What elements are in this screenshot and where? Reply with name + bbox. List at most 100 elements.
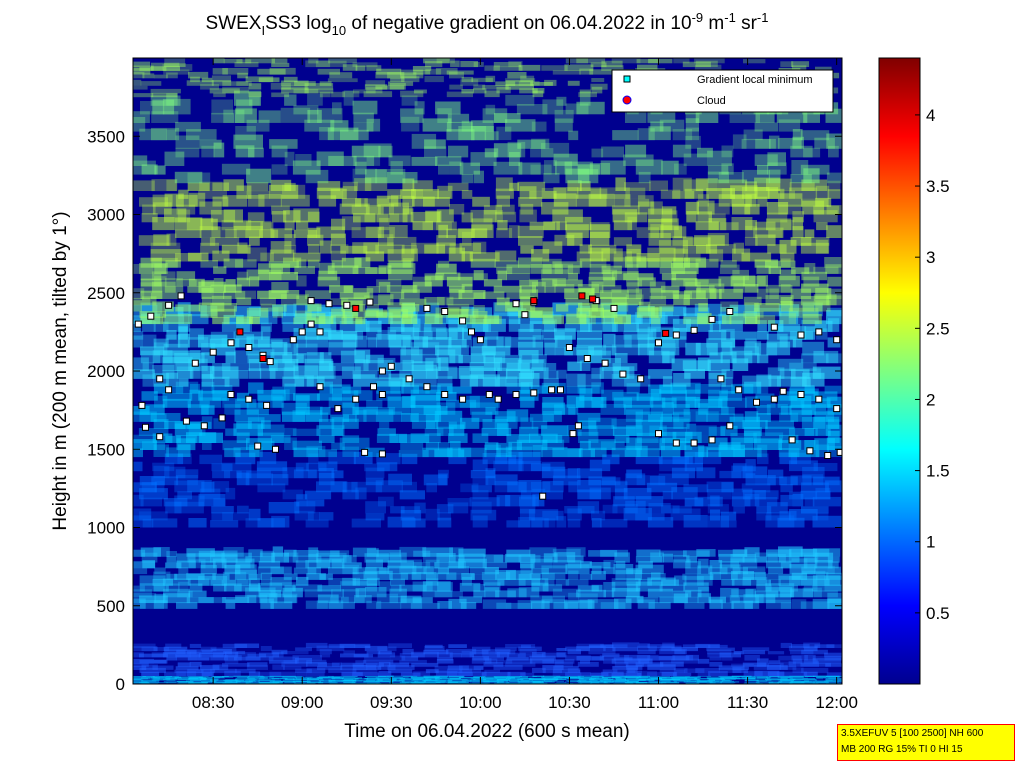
heatmap-cell xyxy=(284,549,297,557)
gradient-minimum-marker xyxy=(610,304,618,312)
heatmap-cell xyxy=(790,452,811,465)
heatmap-cell xyxy=(366,156,381,166)
heatmap-cell xyxy=(826,205,842,215)
heatmap-cell xyxy=(165,583,180,592)
heatmap-cell xyxy=(638,658,653,664)
heatmap-cell xyxy=(447,182,469,191)
heatmap-cell xyxy=(388,407,411,415)
heatmap-cell xyxy=(755,234,776,246)
heatmap-cell xyxy=(815,487,831,500)
heatmap-cell xyxy=(469,651,500,658)
heatmap-cell xyxy=(659,306,687,317)
gradient-minimum-marker xyxy=(334,405,342,413)
heatmap-cell xyxy=(426,483,437,493)
heatmap-cell xyxy=(234,62,259,68)
heatmap-cell xyxy=(613,657,633,661)
gradient-minimum-marker xyxy=(512,391,520,398)
heatmap-cell xyxy=(529,278,558,287)
heatmap-cell xyxy=(824,575,842,586)
heatmap-cell xyxy=(410,433,441,443)
heatmap-cell xyxy=(673,559,691,569)
heatmap-cell xyxy=(588,309,615,318)
heatmap-cell xyxy=(661,681,677,683)
heatmap-cell xyxy=(686,556,698,563)
heatmap-cell xyxy=(507,578,526,586)
heatmap-cell xyxy=(400,598,423,609)
heatmap-cell xyxy=(482,562,508,569)
heatmap-cell xyxy=(471,485,492,493)
heatmap-cell xyxy=(485,475,496,486)
heatmap-cell xyxy=(624,322,651,332)
heatmap-cell xyxy=(378,145,393,158)
heatmap-cell xyxy=(133,434,158,443)
heatmap-cell xyxy=(578,431,599,443)
heatmap-cell xyxy=(544,579,555,586)
heatmap-cell xyxy=(813,294,837,306)
heatmap-cell xyxy=(351,518,381,528)
heatmap-cell xyxy=(649,397,666,408)
heatmap-cell xyxy=(233,331,263,340)
heatmap-cell xyxy=(765,295,794,306)
heatmap-cell xyxy=(425,385,441,394)
heatmap-cell xyxy=(777,675,804,677)
heatmap-cell xyxy=(150,249,181,262)
heatmap-cell xyxy=(411,378,437,387)
heatmap-cell xyxy=(388,662,410,667)
heatmap-cell xyxy=(659,459,688,472)
heatmap-cell xyxy=(459,665,484,670)
gradient-minimum-marker xyxy=(316,328,324,336)
heatmap-cell xyxy=(389,433,407,443)
heatmap-cell xyxy=(520,370,535,379)
heatmap-cell xyxy=(650,678,663,680)
heatmap-cell xyxy=(174,501,204,514)
heatmap-cell xyxy=(496,195,510,207)
heatmap-cell xyxy=(659,390,687,401)
heatmap-cell xyxy=(272,682,283,684)
heatmap-cell xyxy=(471,658,492,664)
heatmap-cell xyxy=(163,69,190,75)
heatmap-cell xyxy=(256,461,288,472)
heatmap-cell xyxy=(685,201,699,215)
heatmap-cell xyxy=(187,421,212,429)
heatmap-cell xyxy=(780,679,794,681)
heatmap-cell xyxy=(153,419,169,429)
heatmap-cell xyxy=(140,282,163,293)
heatmap-cell xyxy=(780,61,794,68)
heatmap-cell xyxy=(365,587,387,598)
heatmap-cell xyxy=(305,336,329,348)
heatmap-cell xyxy=(389,345,406,356)
heatmap-cell xyxy=(460,61,478,68)
heatmap-cell xyxy=(402,178,415,191)
heatmap-cell xyxy=(683,484,709,493)
heatmap-cell xyxy=(719,652,741,658)
heatmap-cell xyxy=(292,410,323,422)
heatmap-cell xyxy=(319,512,334,521)
heatmap-cell xyxy=(825,410,842,422)
heatmap-cell xyxy=(636,393,660,401)
heatmap-cell xyxy=(659,679,686,681)
heatmap-cell xyxy=(674,226,687,238)
heatmap-cell xyxy=(331,470,344,479)
heatmap-cell xyxy=(448,679,468,681)
heatmap-cell xyxy=(685,678,700,681)
heatmap-cell xyxy=(343,90,354,106)
heatmap-cell xyxy=(258,339,283,348)
heatmap-cell xyxy=(133,482,157,493)
heatmap-cell xyxy=(754,122,778,132)
heatmap-cell xyxy=(568,481,578,493)
heatmap-cell xyxy=(671,487,698,500)
heatmap-cell xyxy=(355,335,367,348)
heatmap-cell xyxy=(387,72,417,79)
heatmap-cell xyxy=(564,161,593,175)
heatmap-cell xyxy=(224,470,242,479)
heatmap-cell xyxy=(316,558,345,569)
heatmap-cell xyxy=(470,367,496,379)
heatmap-cell xyxy=(139,583,165,592)
gradient-minimum-marker xyxy=(423,383,431,391)
heatmap-cell xyxy=(768,662,784,667)
heatmap-cell xyxy=(828,72,840,79)
heatmap-cell xyxy=(495,177,513,192)
heatmap-cell xyxy=(212,182,229,191)
heatmap-cell xyxy=(789,301,815,312)
heatmap-cell xyxy=(462,328,472,340)
